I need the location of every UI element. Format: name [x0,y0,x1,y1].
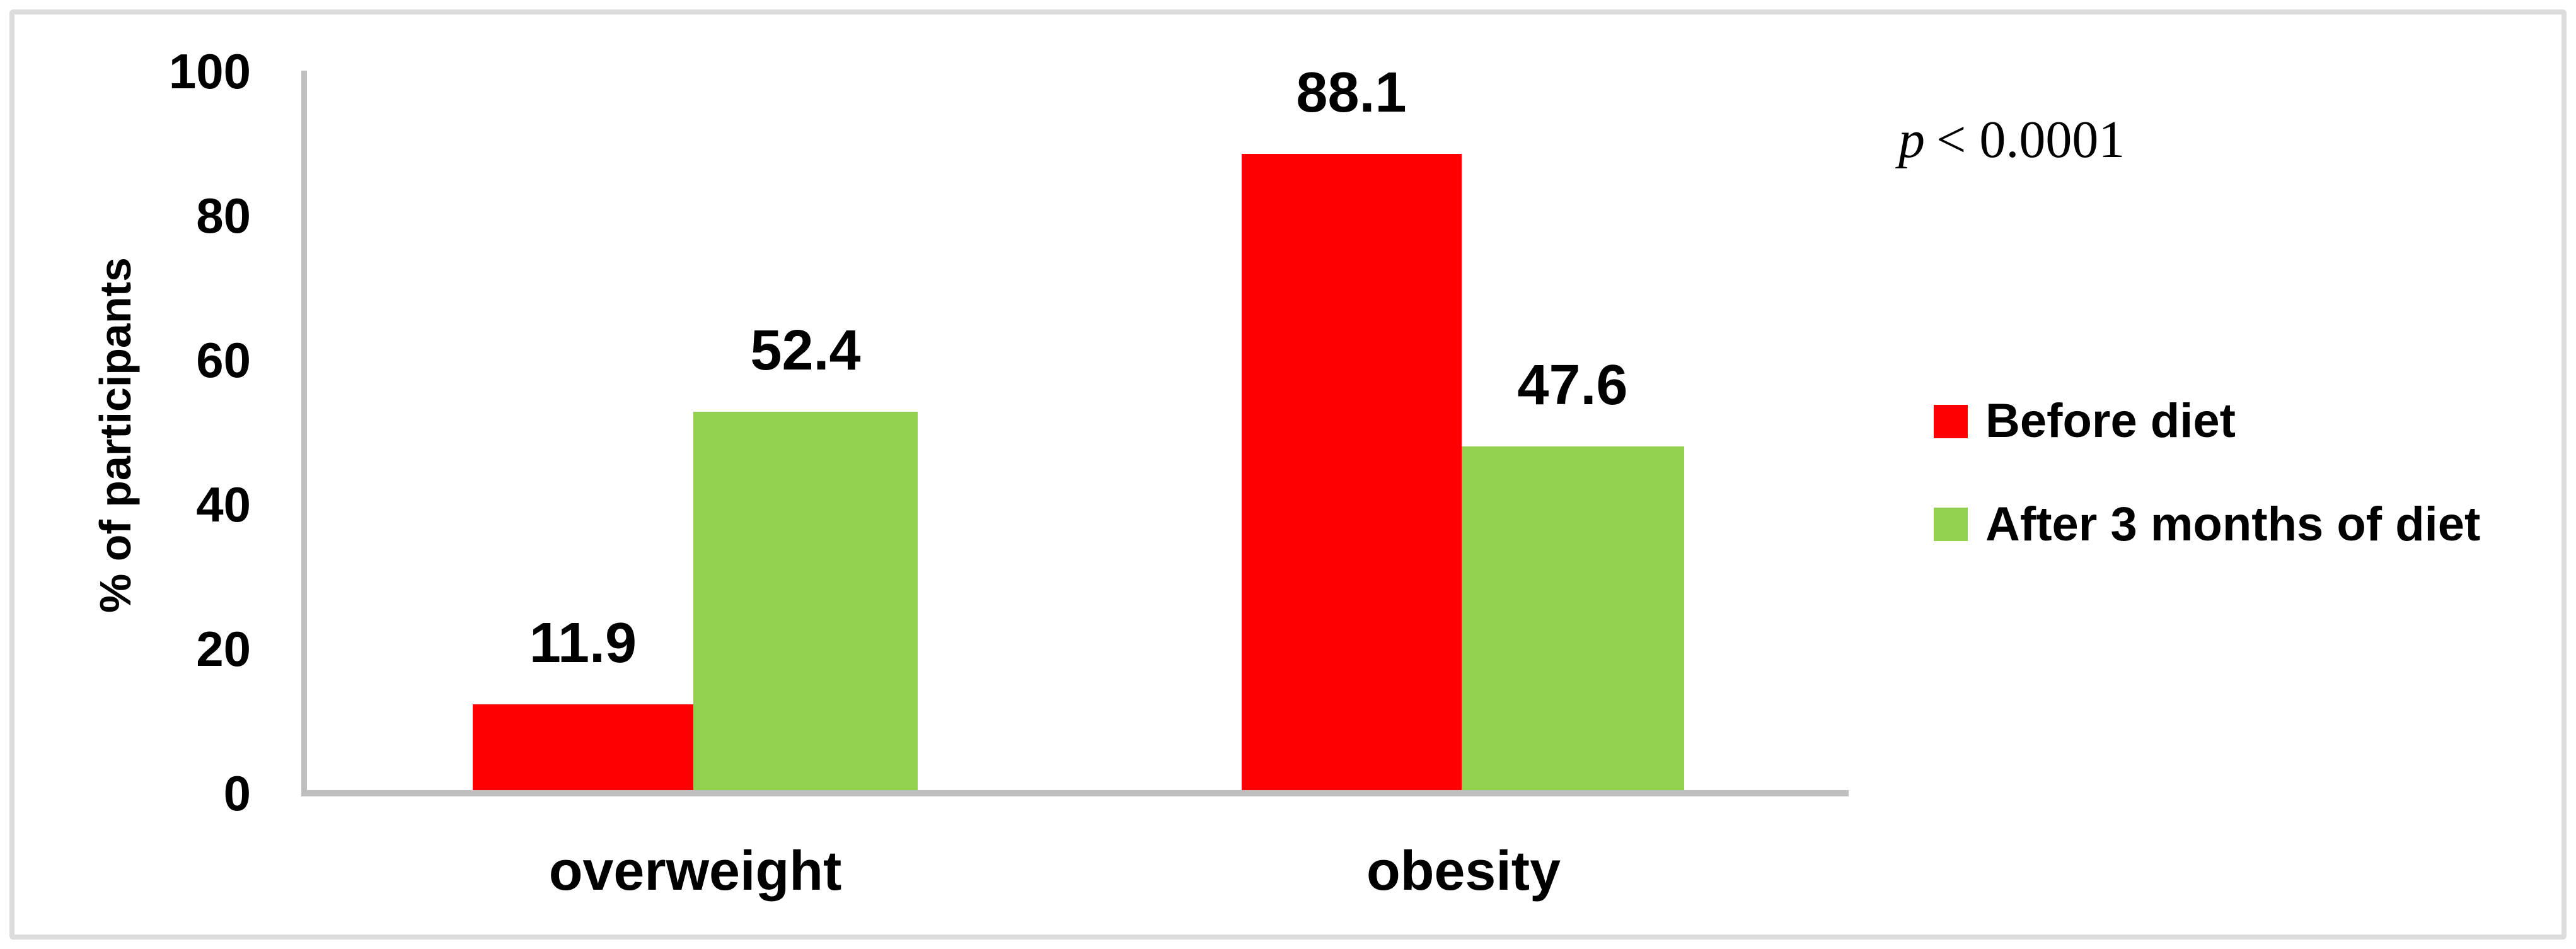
y-tick-label: 40 [196,477,251,532]
y-axis-title: % of participants [91,257,140,613]
y-tick-label: 80 [196,188,251,243]
y-tick-label: 20 [196,621,251,677]
x-category-label-obesity: obesity [1366,839,1561,902]
p-comparison-text: < 0.0001 [1936,110,2125,169]
bar-before-diet-obesity [1242,154,1462,790]
legend-label-before-diet: Before diet [1985,394,2236,448]
p-value-annotation: p < 0.0001 [1898,108,2125,172]
value-label-before-overweight: 11.9 [529,612,637,675]
bar-after-diet-overweight [693,412,918,790]
bar-after-diet-obesity [1462,446,1684,790]
legend-label-after-diet: After 3 months of diet [1985,498,2481,551]
value-label-after-overweight: 52.4 [750,319,861,382]
legend-swatch-before-diet [1934,405,1968,438]
y-tick-label: 100 [168,44,251,99]
y-axis-line [301,71,307,796]
y-tick-label: 0 [223,766,251,821]
value-label-before-obesity: 88.1 [1296,61,1407,124]
legend-swatch-after-diet [1934,508,1968,541]
y-tick-label: 60 [196,332,251,388]
bar-before-diet-overweight [473,704,693,790]
x-category-label-overweight: overweight [548,839,842,902]
p-symbol: p [1898,110,1925,169]
figure-border [9,9,2567,940]
x-axis-line [301,790,1849,796]
value-label-after-obesity: 47.6 [1517,354,1628,417]
